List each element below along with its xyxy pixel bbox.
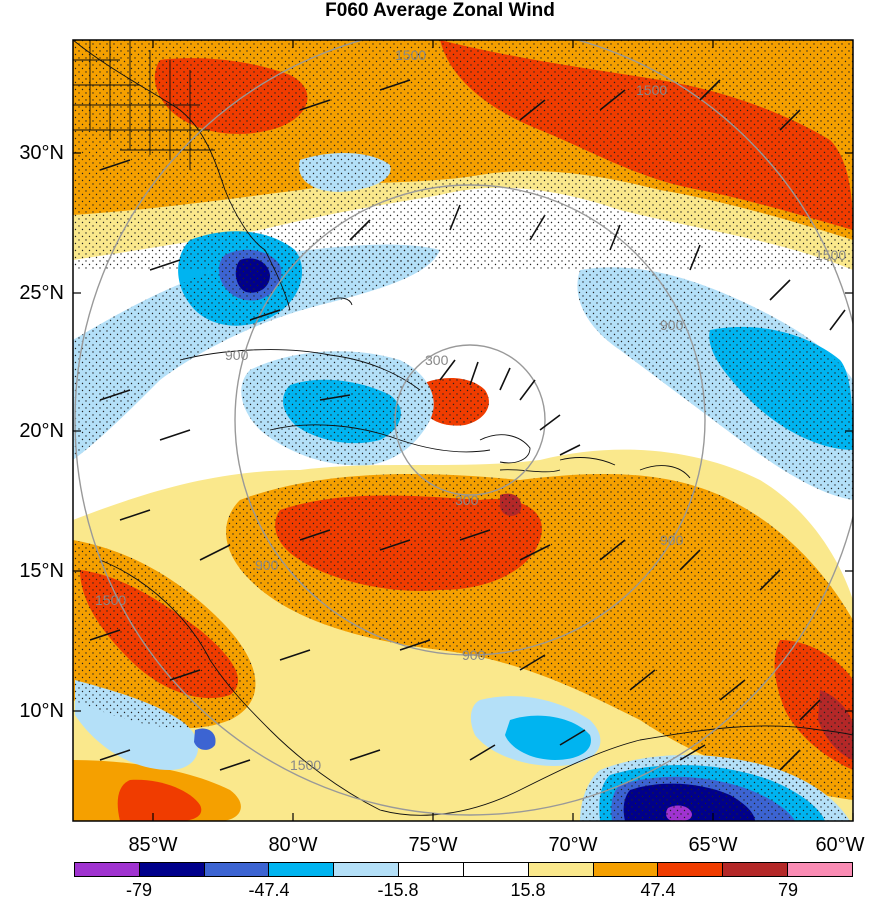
ring-label: 300 [455,492,479,508]
ring-label: 1500 [290,757,321,773]
colorbar [74,862,853,877]
colorbar-swatch [75,863,140,876]
coastlines [73,40,853,816]
range-rings [74,40,853,816]
colorbar-swatch [788,863,852,876]
colorbar-label: 47.4 [640,880,676,900]
colorbar-label: 79 [777,880,799,900]
longitude-label: 75°W [408,834,458,856]
colorbar-swatch [399,863,464,876]
axis-ticks [73,40,854,821]
ring-label: 1500 [815,247,846,263]
ring-labels: 300 300 900 900 900 900 900 1500 1500 15… [95,47,846,773]
ring-label: 900 [255,557,279,573]
colorbar-swatch [334,863,400,876]
latitude-label: 20°N [19,420,64,442]
ring-label: 900 [660,317,684,333]
colorbar-swatch [204,863,270,876]
colorbar-swatch [139,863,205,876]
colorbar-label: 15.8 [510,880,546,900]
ring-label: 900 [462,647,486,663]
colorbar-swatch [593,863,659,876]
colorbar-label: -79 [125,880,153,900]
colorbar-swatch [723,863,789,876]
latitude-label: 15°N [19,560,64,582]
longitude-label: 80°W [268,834,318,856]
colorbar-label: -15.8 [377,880,419,900]
ring-label: 900 [225,347,249,363]
colorbar-swatch [463,863,529,876]
longitude-label: 70°W [548,834,598,856]
ring-label: 300 [425,352,449,368]
map-title: F060 Average Zonal Wind [325,0,555,21]
ring-label: 1500 [95,592,126,608]
wind-barbs [89,79,846,771]
latitude-label: 25°N [19,282,64,304]
colorbar-swatch [658,863,724,876]
colorbar-swatch [528,863,594,876]
longitude-label: 60°W [815,834,865,856]
colorbar-label: -47.4 [248,880,290,900]
ring-label: 1500 [636,82,667,98]
colorbar-swatch [269,863,335,876]
significance-stippling [73,40,853,821]
longitude-label: 65°W [688,834,738,856]
latitude-label: 10°N [19,700,64,722]
ring-label: 900 [660,532,684,548]
ring-label: 1500 [395,47,426,63]
longitude-label: 85°W [128,834,178,856]
latitude-label: 30°N [19,142,64,164]
